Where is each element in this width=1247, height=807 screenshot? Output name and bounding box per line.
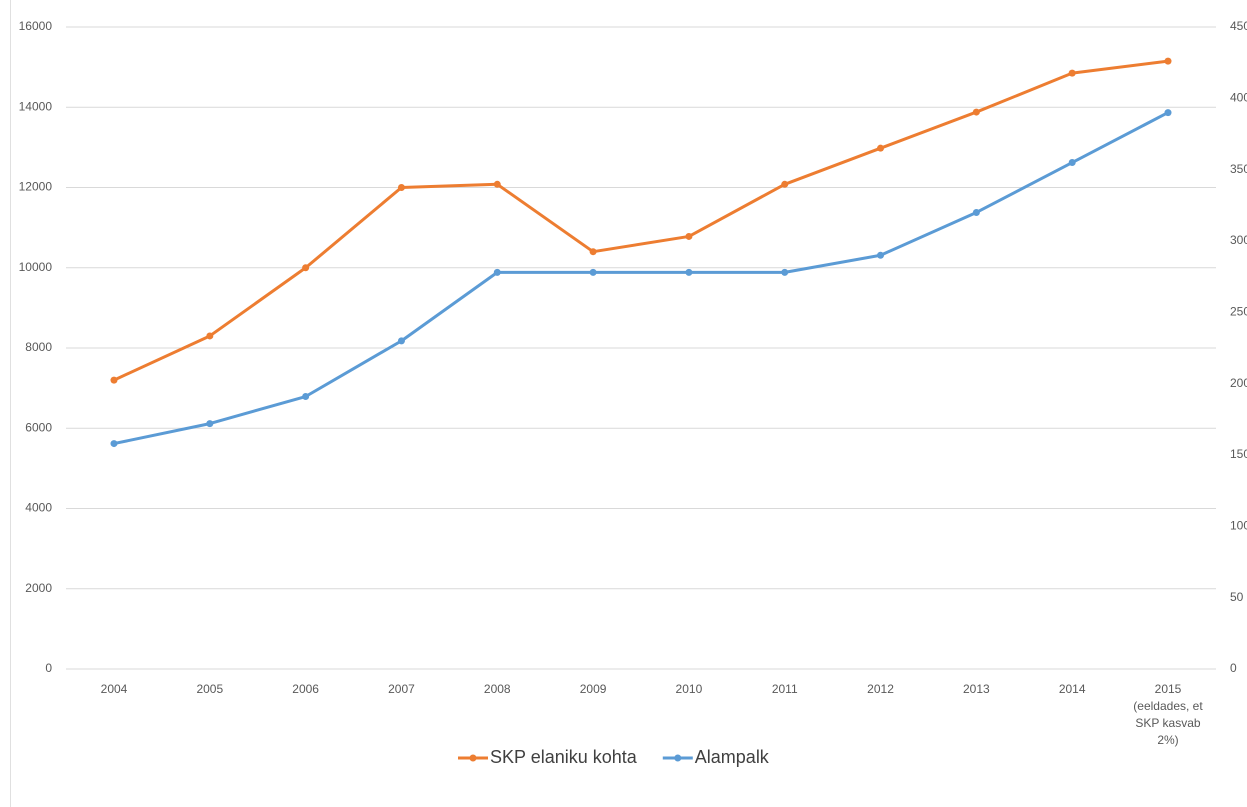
data-point <box>781 180 789 188</box>
data-point <box>1068 69 1076 77</box>
x-tick-label: 2006 <box>292 682 319 696</box>
series-line <box>113 111 1169 446</box>
data-point <box>397 184 405 191</box>
y2-tick-label: 250 <box>1230 305 1247 319</box>
data-point <box>206 332 214 340</box>
x-tick-label: 2014 <box>1058 682 1086 696</box>
y2-tick-label: 350 <box>1230 162 1247 176</box>
y-tick-label: 14000 <box>19 99 53 113</box>
y-tick-label: 0 <box>45 661 52 675</box>
data-point <box>685 232 693 240</box>
x-tick-label: 2010 <box>675 682 703 696</box>
y-tick-label: 2000 <box>25 581 52 595</box>
y2-tick-label: 300 <box>1230 233 1247 247</box>
data-point <box>972 208 980 216</box>
legend-label: SKP elaniku kohta <box>490 747 638 767</box>
y2-tick-label: 200 <box>1230 376 1247 390</box>
data-point <box>589 248 597 256</box>
y-tick-label: 4000 <box>25 501 52 515</box>
data-point <box>1164 57 1172 65</box>
y-tick-label: 8000 <box>25 340 52 354</box>
data-point <box>397 337 405 345</box>
data-point <box>493 180 501 188</box>
x-tick-label: 2007 <box>388 682 415 696</box>
x-tick-label: 2004 <box>100 682 128 696</box>
y2-tick-label: 450 <box>1230 19 1247 33</box>
x-tick-label: 2011 <box>771 682 798 696</box>
series-line <box>113 59 1169 382</box>
y-tick-label: 16000 <box>19 19 53 33</box>
data-point <box>1164 109 1172 117</box>
data-point <box>589 268 597 276</box>
data-point <box>110 376 118 384</box>
y-tick-label: 10000 <box>19 260 53 274</box>
data-point <box>302 264 310 272</box>
y2-tick-label: 0 <box>1230 661 1237 675</box>
data-point <box>781 268 789 276</box>
y2-tick-label: 100 <box>1230 519 1247 533</box>
data-point <box>877 251 885 259</box>
data-point <box>972 108 980 116</box>
x-tick-label: 2012 <box>867 682 894 696</box>
y2-tick-label: 150 <box>1230 447 1247 461</box>
data-point <box>685 268 693 276</box>
data-point <box>493 268 501 276</box>
y2-tick-label: 400 <box>1230 91 1247 105</box>
data-point <box>302 393 310 401</box>
y-tick-label: 12000 <box>19 180 53 194</box>
x-tick-label: 2013 <box>963 682 990 696</box>
legend-label: Alampalk <box>695 747 770 767</box>
y2-tick-label: 50 <box>1230 590 1244 604</box>
x-tick-label: 2005 <box>196 682 224 696</box>
data-point <box>110 440 118 448</box>
legend-marker <box>674 754 682 762</box>
legend-marker <box>469 754 477 762</box>
data-point <box>877 144 885 152</box>
y-tick-label: 6000 <box>25 420 52 434</box>
x-tick-label: 2008 <box>483 682 511 696</box>
x-tick-label: 2015 (eeldades, et SKP kasvab 2%) <box>1133 682 1203 747</box>
x-tick-label: 2009 <box>579 682 607 696</box>
data-point <box>206 420 214 428</box>
data-point <box>1068 159 1076 167</box>
